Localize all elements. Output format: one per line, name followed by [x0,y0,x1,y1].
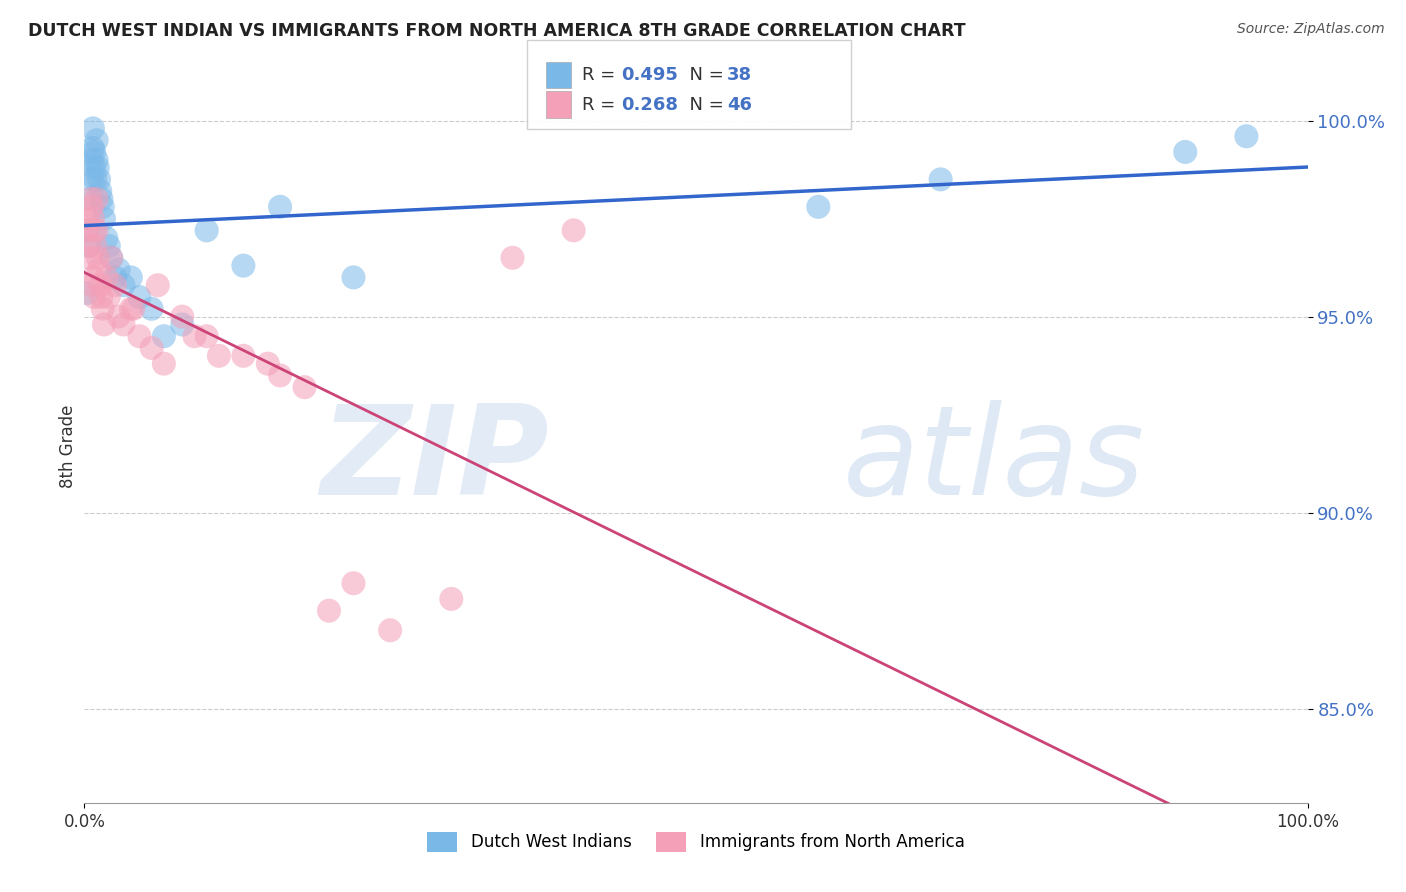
Point [90,290,112,304]
Text: R =: R = [582,95,621,114]
Point [91,301,114,316]
Point [502,251,524,265]
Point [77,223,100,237]
Point [100,251,122,265]
Point [80,278,103,293]
Point [128,290,150,304]
Point [104,270,127,285]
Point [183,329,205,343]
Point [84,172,107,186]
Point [89,184,111,198]
Point [128,329,150,343]
Point [86,223,108,237]
Point [87,251,110,265]
Point [82,141,104,155]
Text: R =: R = [582,66,621,84]
Point [97,239,120,253]
Point [120,270,142,285]
Point [87,161,110,175]
Point [122,301,145,316]
Point [153,329,176,343]
Point [380,624,402,638]
Point [86,133,108,147]
Point [146,278,169,293]
Text: ZIP: ZIP [321,400,550,521]
Point [76,223,98,237]
Point [82,121,104,136]
Point [96,270,118,285]
Point [195,223,218,237]
Point [107,310,129,324]
Point [318,604,340,618]
Point [93,318,115,332]
Point [269,368,291,383]
Text: 46: 46 [727,95,752,114]
Point [112,318,135,332]
Point [80,200,103,214]
Text: N =: N = [678,95,730,114]
Point [232,259,254,273]
Point [77,239,100,253]
Point [342,576,364,591]
Text: N =: N = [678,66,730,84]
Point [1174,145,1197,159]
Point [195,329,218,343]
Point [77,239,100,253]
Point [257,357,280,371]
Point [141,301,163,316]
Text: DUTCH WEST INDIAN VS IMMIGRANTS FROM NORTH AMERICA 8TH GRADE CORRELATION CHART: DUTCH WEST INDIAN VS IMMIGRANTS FROM NOR… [28,22,966,40]
Point [294,380,316,394]
Point [77,211,100,226]
Point [100,251,122,265]
Point [83,161,105,175]
Point [84,239,107,253]
Point [89,278,111,293]
Point [342,270,364,285]
Point [87,262,110,277]
Point [120,301,142,316]
Point [112,278,135,293]
Text: 0.495: 0.495 [621,66,678,84]
Point [807,200,830,214]
Point [86,153,108,167]
Point [1236,129,1258,144]
Point [80,153,103,167]
Point [83,290,105,304]
Point [104,278,127,293]
Point [79,251,101,265]
Point [153,357,176,371]
Point [440,591,463,606]
Text: 38: 38 [727,66,752,84]
Point [141,341,163,355]
Point [79,192,101,206]
Text: Source: ZipAtlas.com: Source: ZipAtlas.com [1237,22,1385,37]
Point [929,172,952,186]
Point [83,145,105,159]
Point [76,286,98,301]
Text: 0.268: 0.268 [621,95,679,114]
Point [83,223,105,237]
Point [232,349,254,363]
Point [208,349,231,363]
Point [82,270,104,285]
Point [93,211,115,226]
Point [97,290,120,304]
Y-axis label: 8th Grade: 8th Grade [59,404,77,488]
Point [172,310,194,324]
Point [107,262,129,277]
Point [172,318,194,332]
Point [80,172,103,186]
Text: atlas: atlas [842,400,1144,521]
Point [87,172,110,186]
Point [96,231,118,245]
Point [82,211,104,226]
Legend: Dutch West Indians, Immigrants from North America: Dutch West Indians, Immigrants from Nort… [420,825,972,859]
Point [79,192,101,206]
Point [91,200,114,214]
Point [86,192,108,206]
Point [90,192,112,206]
Point [269,200,291,214]
Point [562,223,585,237]
